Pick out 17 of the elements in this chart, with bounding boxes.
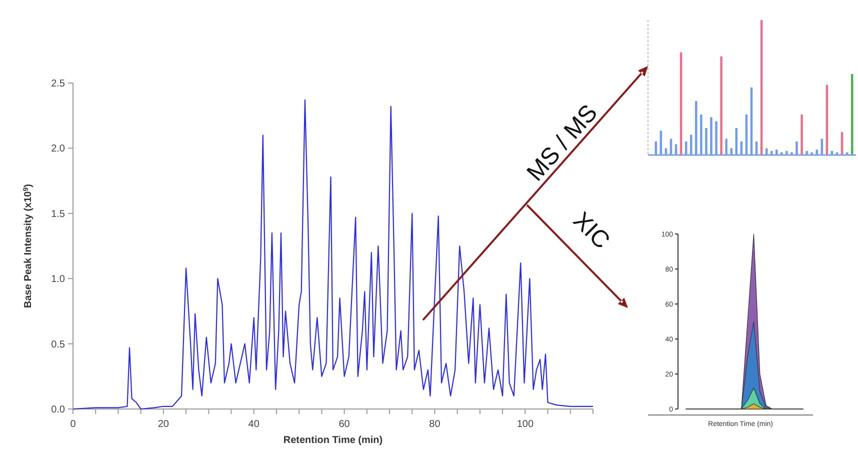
y-tick-label: 0.0 bbox=[51, 404, 66, 416]
y-tick-label: 1.0 bbox=[51, 274, 66, 286]
y-tick-label: 2.0 bbox=[51, 144, 66, 155]
x-tick-label: 40 bbox=[248, 419, 260, 430]
y-tick-label: 1.5 bbox=[51, 208, 66, 220]
bar bbox=[720, 56, 722, 155]
bar bbox=[800, 114, 803, 155]
x-tick-label: 100 bbox=[516, 419, 534, 430]
y-tick-label: 0.5 bbox=[51, 339, 66, 350]
x-tick-label: 20 bbox=[158, 419, 170, 430]
annotation: MS / MS bbox=[522, 100, 603, 186]
y-tick-label: 2.5 bbox=[51, 78, 66, 90]
annotation: XIC bbox=[568, 207, 615, 254]
x-axis-title: Retention Time (min) bbox=[283, 435, 383, 446]
x-tick-label: 80 bbox=[429, 419, 441, 430]
x-tick-label: 60 bbox=[338, 419, 350, 430]
x-tick-label: 0 bbox=[70, 419, 76, 430]
